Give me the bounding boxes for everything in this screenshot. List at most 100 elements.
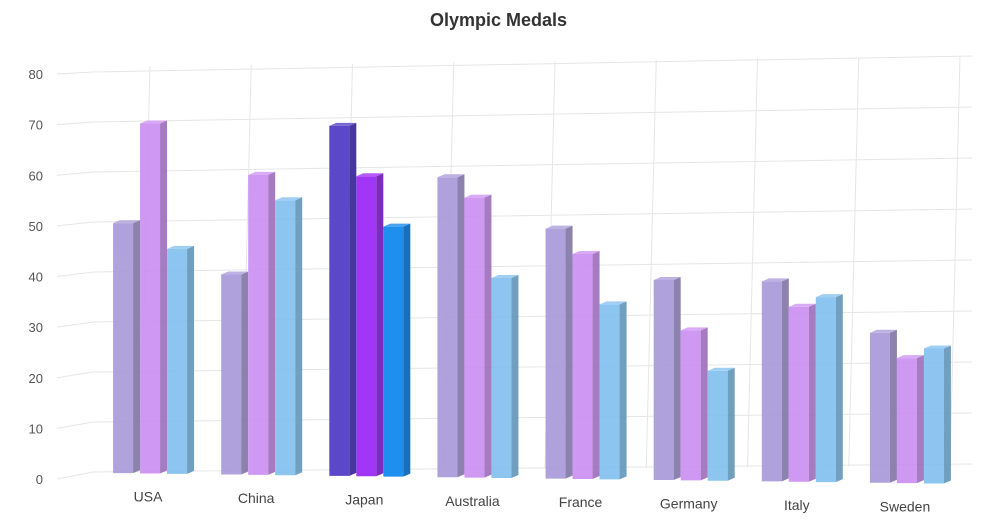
bar (923, 345, 951, 484)
bar (383, 223, 411, 477)
bar (329, 122, 357, 476)
bar-face (592, 251, 600, 480)
bar (248, 171, 276, 475)
chart-title: Olympic Medals (429, 10, 568, 30)
bar-face (187, 245, 195, 474)
bar-face (727, 367, 735, 481)
bar-face (403, 223, 411, 477)
y-tick-label: 10 (29, 421, 43, 436)
bar-face (896, 355, 924, 359)
bar-face (869, 332, 890, 483)
bar (356, 173, 384, 477)
gridline-side (56, 171, 94, 176)
bar-face (268, 171, 276, 475)
bar (707, 367, 735, 481)
gridline-vertical (747, 58, 758, 468)
bar-face (221, 271, 249, 275)
gridline-side (56, 121, 94, 126)
y-tick-label: 30 (29, 320, 43, 335)
bar-face (653, 277, 681, 281)
gridline-side (56, 371, 94, 379)
bar (761, 278, 789, 482)
bar-face (808, 303, 816, 482)
bar-face (383, 226, 404, 477)
bar (545, 225, 573, 479)
bar (437, 174, 465, 478)
bar-face (673, 277, 681, 481)
bar-face (923, 345, 951, 349)
gridline-vertical (645, 59, 657, 469)
bar-face (680, 330, 701, 481)
bar (221, 271, 249, 475)
bar (653, 277, 681, 481)
y-tick-label: 50 (29, 219, 43, 234)
gridline (92, 259, 973, 273)
bar-face (545, 228, 566, 479)
bar (113, 220, 141, 474)
bar-face (464, 197, 485, 478)
bar-face (943, 345, 951, 484)
bar-face (511, 274, 519, 478)
bar-face (167, 248, 188, 474)
bar-face (295, 197, 303, 476)
bar (491, 274, 519, 478)
bar (572, 251, 600, 480)
gridline-side (56, 471, 94, 480)
x-tick-label: Japan (345, 491, 383, 507)
bar-face (248, 171, 276, 175)
bar-face (916, 355, 924, 484)
x-tick-label: Australia (445, 493, 500, 509)
bar (680, 327, 708, 481)
gridline (92, 208, 973, 223)
y-tick-label: 40 (29, 270, 43, 285)
x-tick-label: China (238, 490, 275, 506)
bar (464, 194, 492, 478)
bar-face (572, 254, 593, 480)
bar-face (761, 278, 789, 282)
bar-face (160, 120, 168, 474)
bar-face (133, 220, 141, 474)
gridline (92, 106, 973, 123)
bar (275, 197, 303, 476)
bar-face (491, 277, 512, 478)
bar-face (896, 358, 917, 484)
bar (140, 120, 168, 474)
bar-face (815, 297, 836, 483)
bar-face (761, 281, 782, 482)
bar-face (781, 278, 789, 482)
gridline (92, 157, 973, 173)
y-tick-label: 60 (29, 168, 43, 183)
bar-face (565, 225, 573, 479)
bar-face (167, 245, 195, 249)
bar-face (376, 173, 384, 477)
bar-face (113, 223, 134, 474)
bar-face (383, 223, 411, 227)
bar-face (491, 274, 519, 278)
bar-face (572, 251, 600, 255)
bar-face (437, 174, 465, 178)
bar-face (356, 176, 377, 477)
bar-face (788, 306, 809, 482)
bar-face (275, 197, 303, 201)
bar-face (788, 303, 816, 307)
gridline-side (56, 71, 94, 75)
x-tick-label: France (559, 494, 603, 510)
bar-face (599, 304, 620, 480)
gridline-side (56, 421, 94, 429)
bar-face (349, 122, 357, 476)
bar (896, 355, 924, 484)
x-tick-label: Italy (784, 497, 810, 513)
bar-face (275, 200, 296, 476)
bar (815, 294, 843, 483)
bar-face (653, 280, 674, 481)
bar (869, 329, 897, 483)
bar (167, 245, 195, 474)
bar-face (113, 220, 141, 224)
gridline-side (56, 321, 94, 328)
bar-face (619, 301, 627, 480)
bar-face (815, 294, 843, 298)
bar-face (329, 125, 350, 476)
gridline (92, 55, 973, 73)
